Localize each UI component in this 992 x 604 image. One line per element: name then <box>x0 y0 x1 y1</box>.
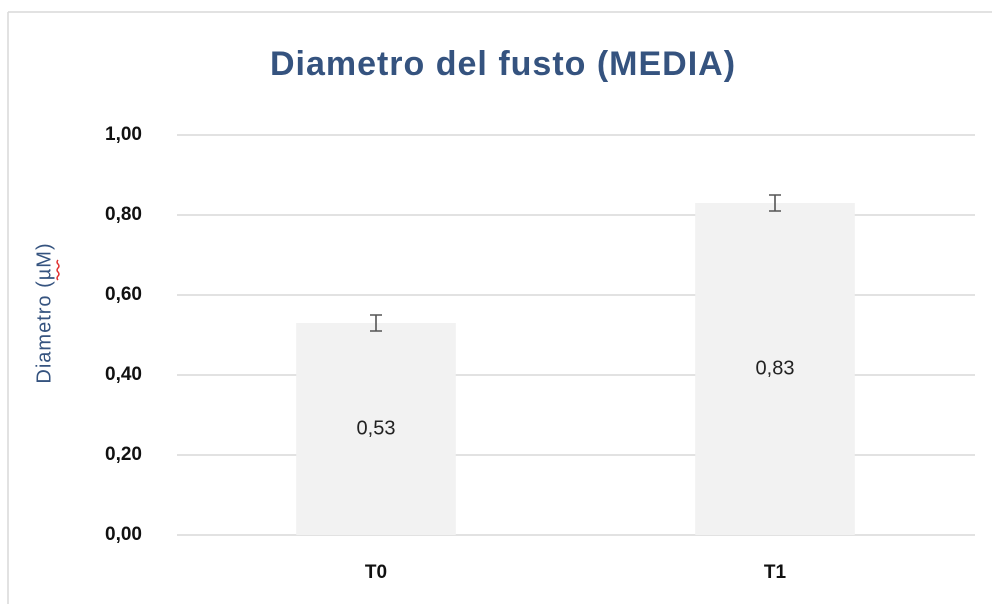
error-bar <box>769 194 781 212</box>
x-tick-label: T1 <box>764 562 787 583</box>
value-label: 0,53 <box>357 417 396 439</box>
error-bar <box>370 314 382 332</box>
chart-title: Diametro del fusto (MEDIA) <box>270 45 736 83</box>
y-tick-label: 0,60 <box>105 284 142 305</box>
bar <box>695 203 855 535</box>
y-axis-label: Diametro (µM) <box>33 242 55 383</box>
y-tick-label: 0,80 <box>105 204 142 225</box>
spellcheck-underline <box>56 259 60 281</box>
x-tick-label: T0 <box>365 562 387 583</box>
y-tick-label: 0,00 <box>105 524 142 545</box>
y-tick-label: 0,20 <box>105 444 142 465</box>
bar <box>296 323 456 535</box>
y-tick-label: 0,40 <box>105 364 142 385</box>
value-label: 0,83 <box>756 357 795 379</box>
y-tick-label: 1,00 <box>105 124 142 145</box>
